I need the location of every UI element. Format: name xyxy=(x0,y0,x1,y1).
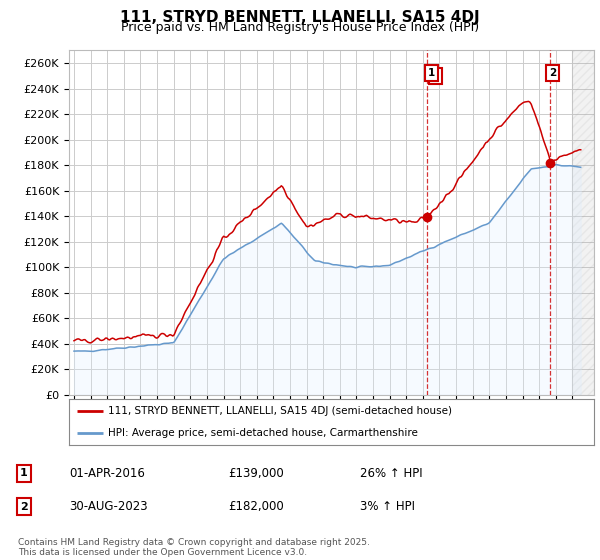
Text: 111, STRYD BENNETT, LLANELLI, SA15 4DJ: 111, STRYD BENNETT, LLANELLI, SA15 4DJ xyxy=(120,10,480,25)
Text: HPI: Average price, semi-detached house, Carmarthenshire: HPI: Average price, semi-detached house,… xyxy=(109,428,418,438)
Text: Price paid vs. HM Land Registry's House Price Index (HPI): Price paid vs. HM Land Registry's House … xyxy=(121,21,479,34)
Text: 3% ↑ HPI: 3% ↑ HPI xyxy=(360,500,415,514)
Text: £139,000: £139,000 xyxy=(228,466,284,480)
Text: 01-APR-2016: 01-APR-2016 xyxy=(69,466,145,480)
Text: 26% ↑ HPI: 26% ↑ HPI xyxy=(360,466,422,480)
Text: 1: 1 xyxy=(20,468,28,478)
Text: £182,000: £182,000 xyxy=(228,500,284,514)
Text: Contains HM Land Registry data © Crown copyright and database right 2025.
This d: Contains HM Land Registry data © Crown c… xyxy=(18,538,370,557)
Text: 2: 2 xyxy=(20,502,28,512)
Text: 2: 2 xyxy=(549,68,556,78)
Text: 111, STRYD BENNETT, LLANELLI, SA15 4DJ (semi-detached house): 111, STRYD BENNETT, LLANELLI, SA15 4DJ (… xyxy=(109,406,452,416)
Text: 1: 1 xyxy=(428,68,435,78)
Text: 1: 1 xyxy=(432,71,439,81)
Text: 30-AUG-2023: 30-AUG-2023 xyxy=(69,500,148,514)
